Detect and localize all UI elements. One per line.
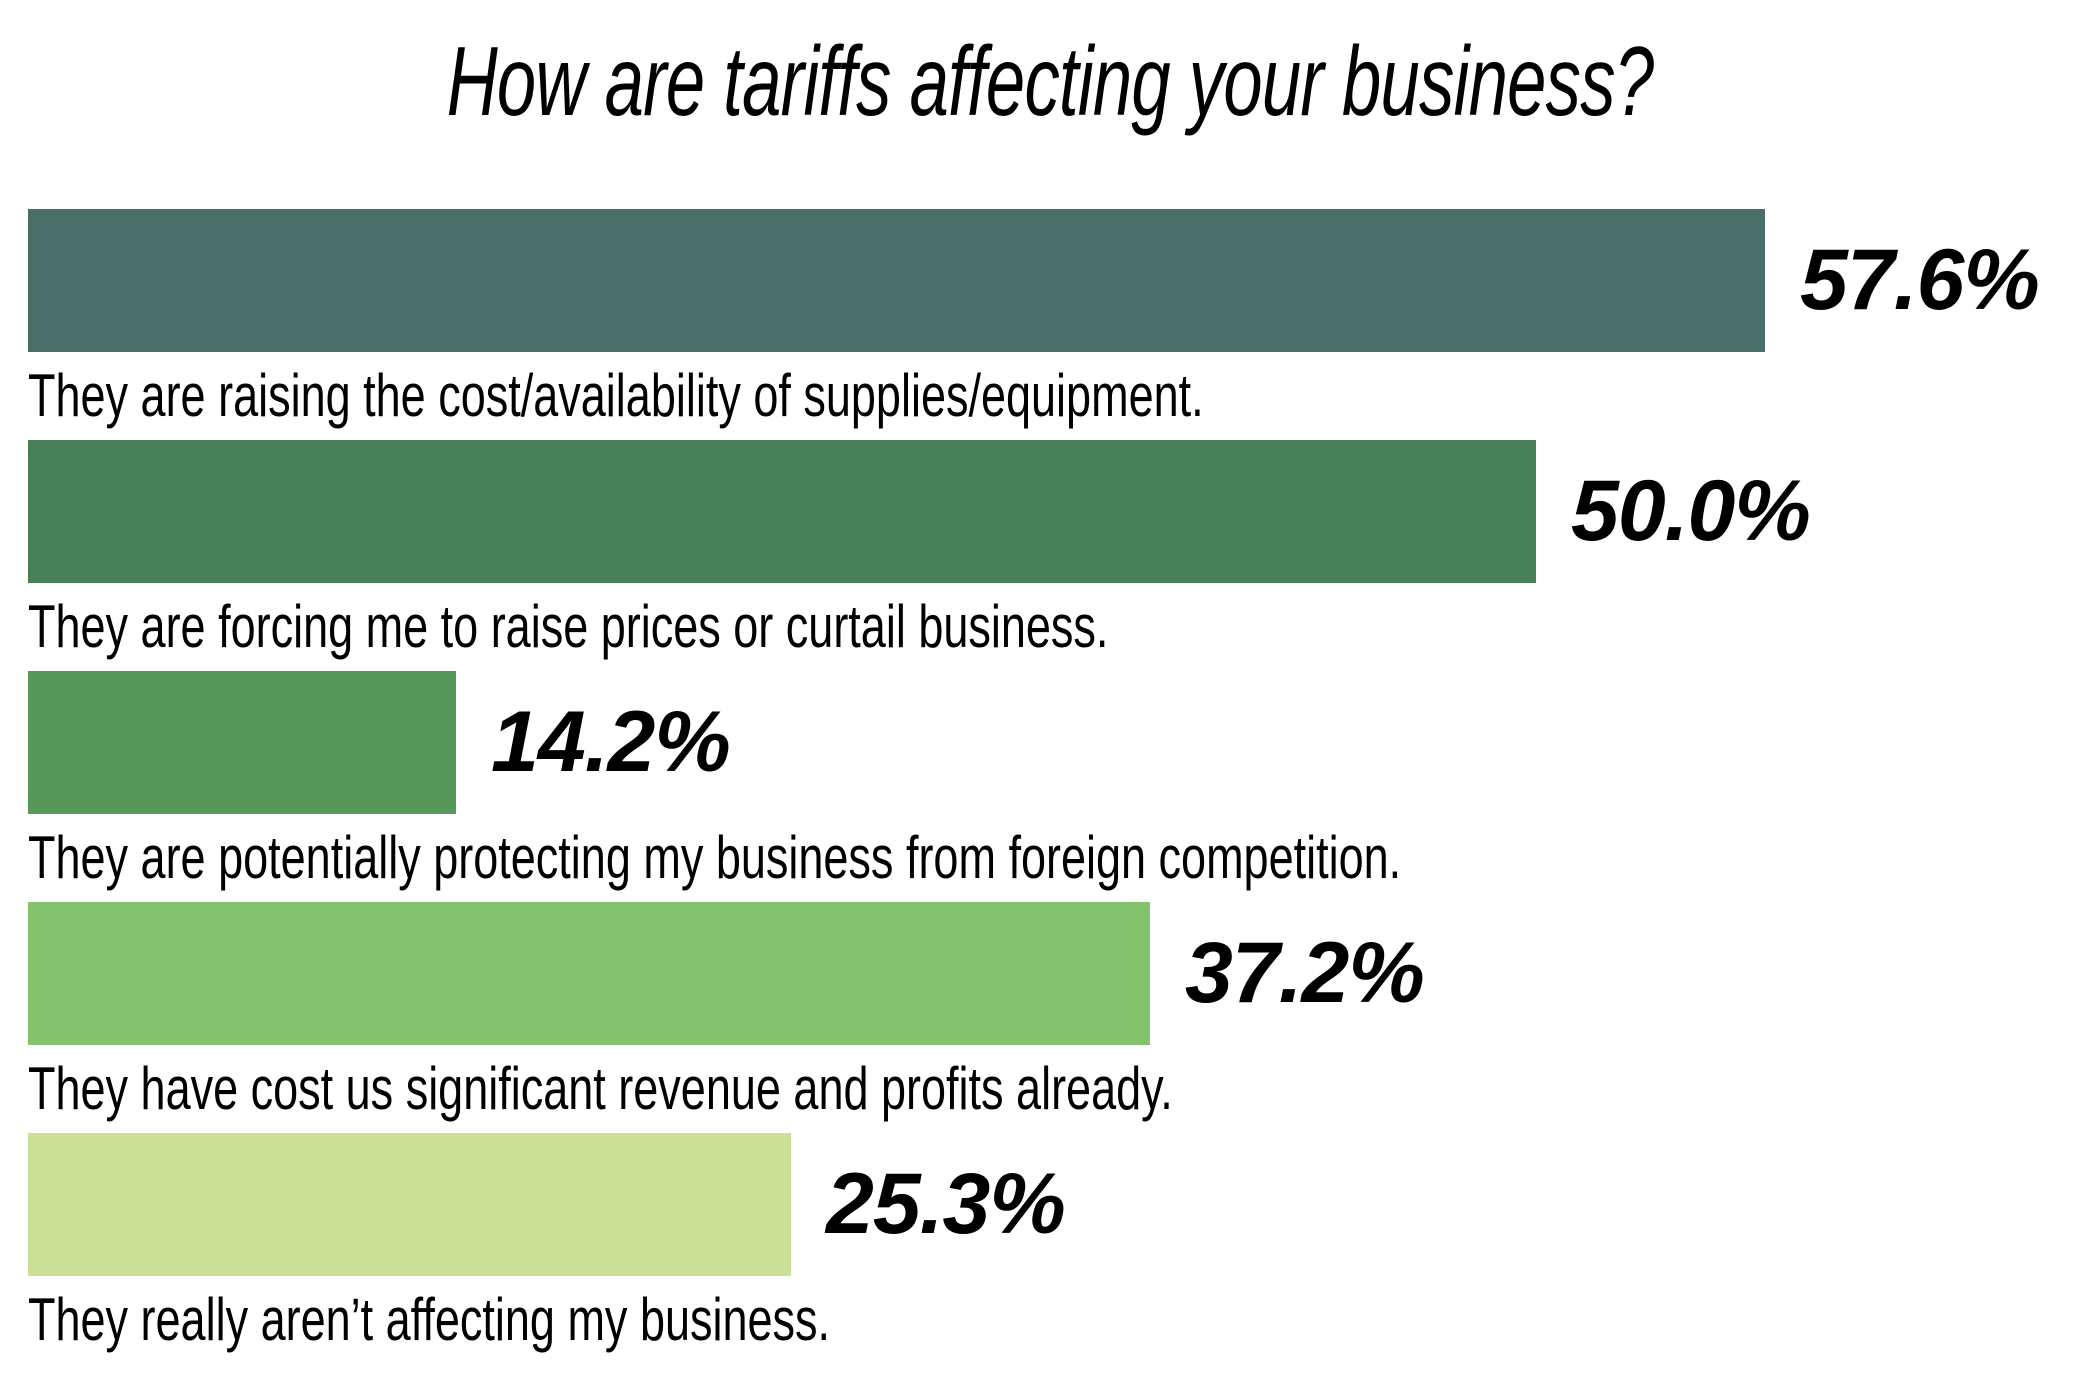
bar-category-label: They have cost us significant revenue an… <box>28 1054 1173 1122</box>
bar-value-label: 57.6% <box>1800 231 2040 328</box>
bar-line: 14.2% <box>28 670 2100 814</box>
bar-category-label: They are raising the cost/availability o… <box>28 361 1204 429</box>
bar-line: 37.2% <box>28 901 2100 1045</box>
chart-title: How are tariffs affecting your business? <box>446 26 1654 136</box>
bar-line: 25.3% <box>28 1132 2100 1276</box>
bar-row: 50.0% They are forcing me to raise price… <box>28 439 2100 671</box>
bar <box>28 670 456 814</box>
bar <box>28 1132 791 1276</box>
bar-line: 57.6% <box>28 208 2100 352</box>
bar <box>28 208 1765 352</box>
bar-value-label: 50.0% <box>1571 462 1811 559</box>
bar-row: 57.6% They are raising the cost/availabi… <box>28 208 2100 440</box>
bar-value-label: 14.2% <box>491 693 731 790</box>
bar-category-label: They really aren’t affecting my business… <box>28 1285 831 1353</box>
bars: 57.6% They are raising the cost/availabi… <box>0 208 2100 1364</box>
bar-row: 14.2% They are potentially protecting my… <box>28 670 2100 902</box>
bar-category-label: They are forcing me to raise prices or c… <box>28 592 1109 660</box>
bar <box>28 901 1150 1045</box>
bar-line: 50.0% <box>28 439 2100 583</box>
bar-row: 37.2% They have cost us significant reve… <box>28 901 2100 1133</box>
bar-row: 25.3% They really aren’t affecting my bu… <box>28 1132 2100 1364</box>
bar-category-label: They are potentially protecting my busin… <box>28 823 1402 891</box>
bar-value-label: 25.3% <box>826 1155 1066 1252</box>
bar <box>28 439 1536 583</box>
bar-value-label: 37.2% <box>1185 924 1425 1021</box>
